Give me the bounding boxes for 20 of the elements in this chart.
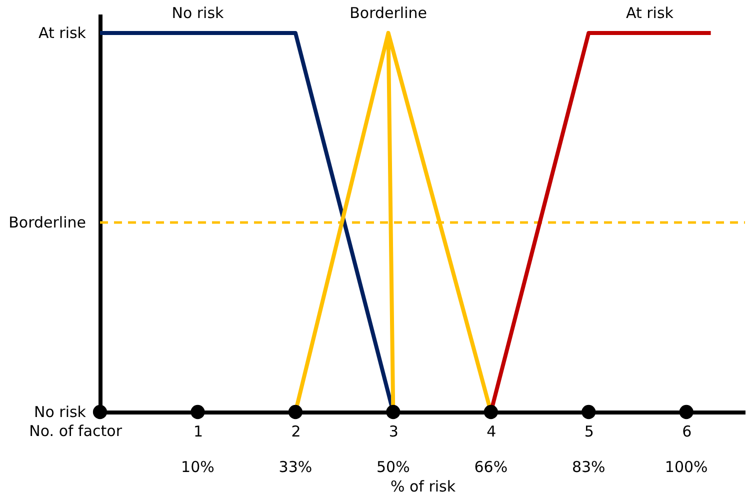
series-label: No risk	[172, 4, 224, 22]
x-axis-title: % of risk	[390, 478, 456, 496]
text: 33%	[278, 458, 312, 476]
x-tick-label: 6	[682, 422, 692, 440]
x-tick-label: 2	[291, 422, 301, 440]
text: No risk	[34, 403, 86, 421]
text: 66%	[474, 458, 508, 476]
text: 10%	[181, 458, 214, 476]
series-label: Borderline	[350, 4, 427, 22]
text: At risk	[38, 24, 86, 42]
text: 100%	[664, 458, 708, 476]
text: No. of factor	[29, 422, 123, 440]
series-label: At risk	[626, 4, 674, 22]
x-tick-label: 1	[193, 422, 203, 440]
text: 50%	[376, 458, 410, 476]
x-tick-label: 3	[388, 422, 398, 440]
x-tick-label: 5	[584, 422, 594, 440]
text: 83%	[572, 458, 606, 476]
ref-line-label: Borderline	[8, 213, 86, 232]
x-tick-label: 4	[486, 422, 496, 440]
